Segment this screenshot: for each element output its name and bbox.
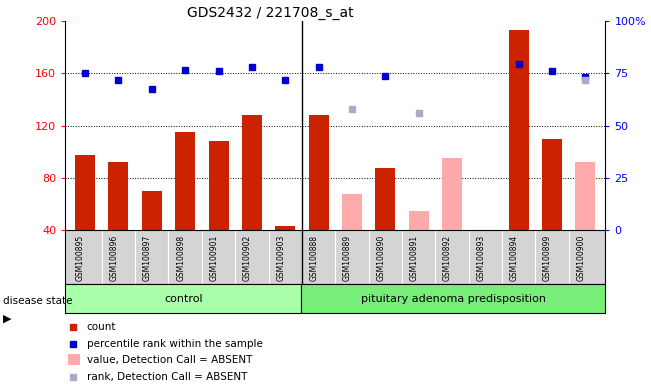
Bar [375, 167, 395, 230]
Text: GSM100892: GSM100892 [443, 235, 452, 281]
Text: GSM100893: GSM100893 [477, 235, 486, 281]
Bar [142, 191, 162, 230]
Bar [575, 162, 596, 230]
Text: pituitary adenoma predisposition: pituitary adenoma predisposition [361, 293, 546, 304]
Bar [275, 227, 296, 230]
Text: percentile rank within the sample: percentile rank within the sample [87, 339, 262, 349]
Text: GSM100891: GSM100891 [409, 235, 419, 281]
Text: count: count [87, 322, 117, 332]
Bar [301, 284, 605, 313]
Text: GSM100894: GSM100894 [510, 235, 519, 281]
Bar [175, 132, 195, 230]
Bar [309, 115, 329, 230]
Text: disease state: disease state [3, 296, 73, 306]
Text: GSM100895: GSM100895 [76, 235, 85, 281]
Bar [542, 139, 562, 230]
Text: GSM100901: GSM100901 [210, 235, 219, 281]
Text: GSM100890: GSM100890 [376, 235, 385, 281]
Text: GSM100899: GSM100899 [543, 235, 552, 281]
Text: control: control [164, 293, 202, 304]
Text: GDS2432 / 221708_s_at: GDS2432 / 221708_s_at [187, 6, 353, 20]
Text: GSM100896: GSM100896 [109, 235, 118, 281]
Text: value, Detection Call = ABSENT: value, Detection Call = ABSENT [87, 356, 252, 366]
Bar [208, 141, 229, 230]
Bar [75, 154, 95, 230]
Text: ▶: ▶ [3, 314, 12, 324]
Text: GSM100897: GSM100897 [143, 235, 152, 281]
Bar [342, 194, 362, 230]
Text: GSM100903: GSM100903 [276, 235, 285, 281]
Text: GSM100902: GSM100902 [243, 235, 252, 281]
Bar [442, 159, 462, 230]
Text: GSM100900: GSM100900 [576, 235, 585, 281]
Bar [409, 211, 428, 230]
Bar [65, 284, 301, 313]
Bar [508, 30, 529, 230]
Text: rank, Detection Call = ABSENT: rank, Detection Call = ABSENT [87, 372, 247, 382]
Bar [242, 115, 262, 230]
Text: GSM100898: GSM100898 [176, 235, 185, 281]
Bar [68, 354, 79, 365]
Text: GSM100888: GSM100888 [310, 235, 318, 281]
Text: GSM100889: GSM100889 [343, 235, 352, 281]
Bar [109, 162, 128, 230]
